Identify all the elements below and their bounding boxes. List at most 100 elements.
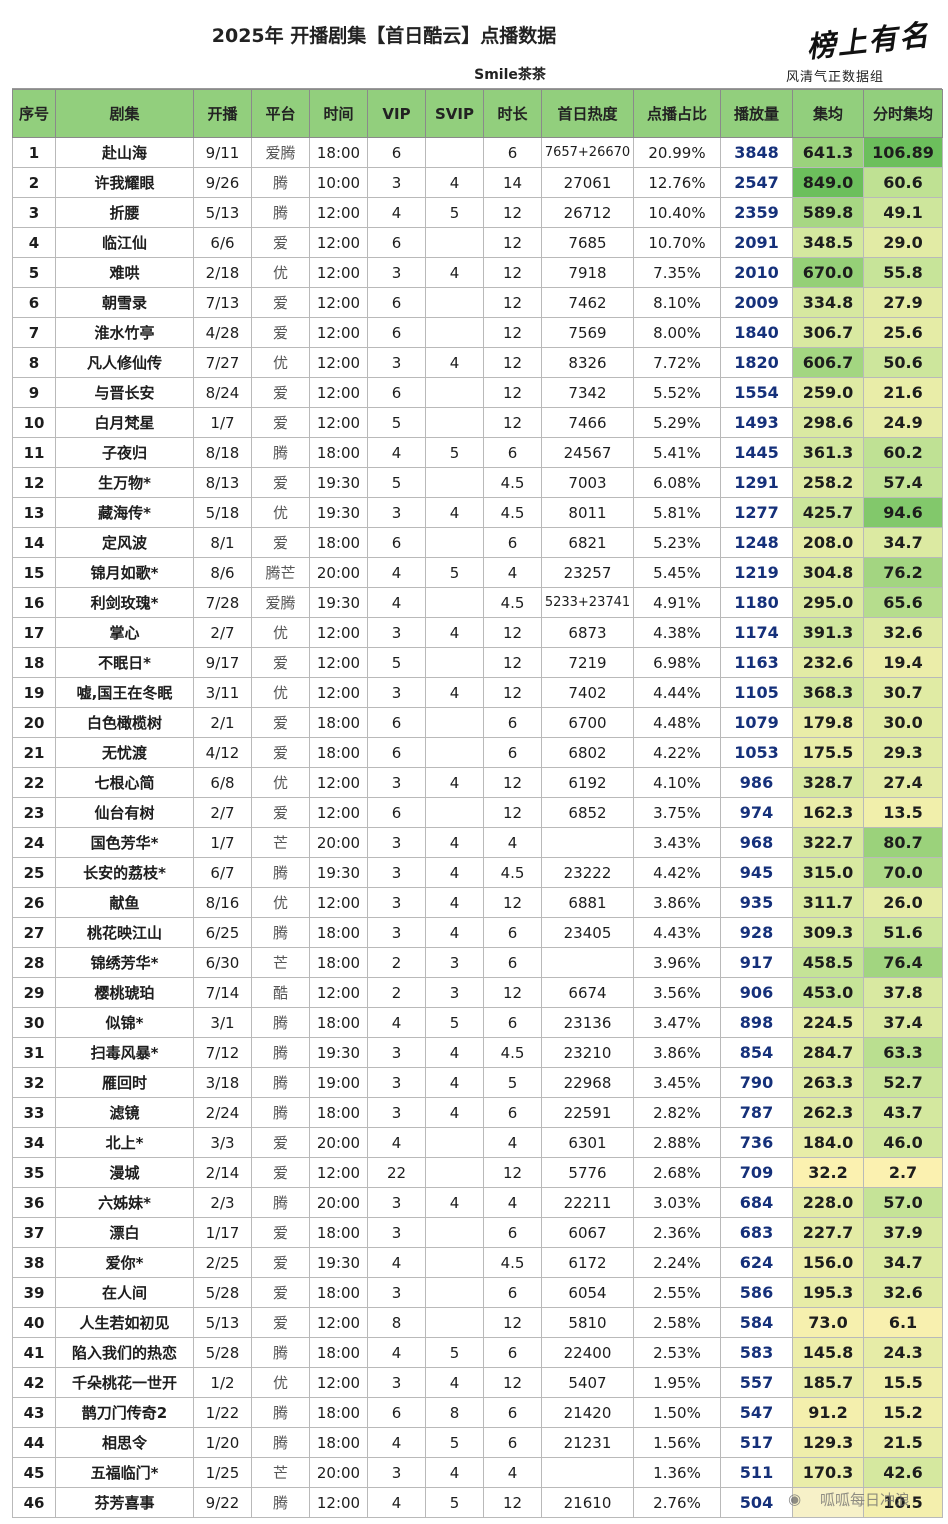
cell-name: 相思令: [55, 1427, 194, 1458]
table-row: 22 七根心简 6/8 优 12:00 3 4 12 6192 4.10% 986 328.7 27.4: [12, 767, 943, 798]
cell-time: 20:00: [309, 1457, 368, 1488]
cell-avg: 284.7: [792, 1037, 864, 1068]
cell-time: 19:30: [309, 1247, 368, 1278]
cell-name: 北上*: [55, 1127, 194, 1158]
cell-vip: 3: [367, 1277, 426, 1308]
cell-plat: 爱: [251, 737, 310, 768]
cell-share: 4.43%: [633, 917, 721, 948]
cell-name: 五福临门*: [55, 1457, 194, 1488]
cell-start: 2/14: [193, 1157, 252, 1188]
cell-no: 35: [12, 1157, 56, 1188]
table-row: 7 淮水竹亭 4/28 爱 12:00 6 12 7569 8.00% 1840 306.7 25.6: [12, 317, 943, 348]
cell-vip: 3: [367, 347, 426, 378]
cell-avg: 328.7: [792, 767, 864, 798]
cell-plays: 1820: [720, 347, 793, 378]
cell-vip: 6: [367, 737, 426, 768]
cell-dur: 12: [483, 197, 542, 228]
cell-dur: 12: [483, 317, 542, 348]
cell-share: 2.58%: [633, 1307, 721, 1338]
cell-svip: 4: [425, 497, 484, 528]
cell-vip: 3: [367, 827, 426, 858]
cell-avg: 91.2: [792, 1397, 864, 1428]
cell-start: 6/7: [193, 857, 252, 888]
cell-name: 朝雪录: [55, 287, 194, 318]
cell-heat: 23210: [541, 1037, 634, 1068]
cell-no: 13: [12, 497, 56, 528]
cell-no: 45: [12, 1457, 56, 1488]
cell-plat: 优: [251, 677, 310, 708]
cell-time: 18:00: [309, 1397, 368, 1428]
cell-vip: 4: [367, 1337, 426, 1368]
cell-heat: [541, 827, 634, 858]
cell-plays: 1840: [720, 317, 793, 348]
cell-dur: 4: [483, 1127, 542, 1158]
cell-no: 5: [12, 257, 56, 288]
cell-name: 长安的荔枝*: [55, 857, 194, 888]
table-row: 34 北上* 3/3 爱 20:00 4 4 6301 2.88% 736 184.0 46.0: [12, 1127, 943, 1158]
cell-time: 18:00: [309, 527, 368, 558]
cell-tavg: 15.2: [863, 1397, 943, 1428]
cell-name: 锦绣芳华*: [55, 947, 194, 978]
cell-start: 3/1: [193, 1007, 252, 1038]
cell-time: 10:00: [309, 167, 368, 198]
cell-dur: 5: [483, 1067, 542, 1098]
cell-heat: 22968: [541, 1067, 634, 1098]
cell-share: 4.44%: [633, 677, 721, 708]
cell-plays: 1105: [720, 677, 793, 708]
cell-vip: 3: [367, 887, 426, 918]
cell-avg: 641.3: [792, 137, 864, 168]
cell-no: 20: [12, 707, 56, 738]
cell-heat: 23136: [541, 1007, 634, 1038]
cell-avg: 606.7: [792, 347, 864, 378]
cell-name: 嘘,国王在冬眠: [55, 677, 194, 708]
weibo-watermark-icon: ◉: [788, 1490, 802, 1508]
cell-plays: 683: [720, 1217, 793, 1248]
cell-name: 樱桃琥珀: [55, 977, 194, 1008]
cell-plays: 511: [720, 1457, 793, 1488]
cell-share: 3.96%: [633, 947, 721, 978]
cell-dur: 12: [483, 227, 542, 258]
table-row: 33 滤镜 2/24 腾 18:00 3 4 6 22591 2.82% 787 262.3 43.7: [12, 1097, 943, 1128]
cell-time: 12:00: [309, 1367, 368, 1398]
cell-vip: 6: [367, 317, 426, 348]
cell-avg: 195.3: [792, 1277, 864, 1308]
cell-name: 漫城: [55, 1157, 194, 1188]
cell-vip: 6: [367, 707, 426, 738]
cell-no: 21: [12, 737, 56, 768]
cell-name: 滤镜: [55, 1097, 194, 1128]
cell-svip: [425, 527, 484, 558]
cell-share: 20.99%: [633, 137, 721, 168]
cell-name: 漂白: [55, 1217, 194, 1248]
cell-plat: 腾芒: [251, 557, 310, 588]
cell-start: 3/18: [193, 1067, 252, 1098]
cell-heat: 7685: [541, 227, 634, 258]
cell-heat: 27061: [541, 167, 634, 198]
cell-svip: 8: [425, 1397, 484, 1428]
cell-tavg: 34.7: [863, 1247, 943, 1278]
table-row: 44 相思令 1/20 腾 18:00 4 5 6 21231 1.56% 517 129.3 21.5: [12, 1427, 943, 1458]
cell-time: 12:00: [309, 227, 368, 258]
cell-heat: 7219: [541, 647, 634, 678]
table-row: 35 漫城 2/14 爱 12:00 22 12 5776 2.68% 709 32.2 2.7: [12, 1157, 943, 1188]
cell-time: 18:00: [309, 947, 368, 978]
cell-name: 许我耀眼: [55, 167, 194, 198]
cell-plays: 3848: [720, 137, 793, 168]
cell-dur: 12: [483, 1367, 542, 1398]
cell-share: 2.68%: [633, 1157, 721, 1188]
cell-time: 18:00: [309, 1427, 368, 1458]
cell-plat: 爱: [251, 647, 310, 678]
cell-dur: 6: [483, 917, 542, 948]
table-row: 27 桃花映江山 6/25 腾 18:00 3 4 6 23405 4.43% 928 309.3 51…: [12, 917, 943, 948]
page-subtitle: Smile茶茶: [474, 67, 546, 83]
table-row: 25 长安的荔枝* 6/7 腾 19:30 3 4 4.5 23222 4.42% 945 315.0…: [12, 857, 943, 888]
table-row: 11 子夜归 8/18 腾 18:00 4 5 6 24567 5.41% 1445 361.3 60.…: [12, 437, 943, 468]
cell-svip: 4: [425, 767, 484, 798]
cell-name: 雁回时: [55, 1067, 194, 1098]
cell-start: 7/13: [193, 287, 252, 318]
cell-heat: 26712: [541, 197, 634, 228]
cell-time: 12:00: [309, 257, 368, 288]
cell-heat: 24567: [541, 437, 634, 468]
cell-time: 12:00: [309, 377, 368, 408]
cell-vip: 3: [367, 257, 426, 288]
